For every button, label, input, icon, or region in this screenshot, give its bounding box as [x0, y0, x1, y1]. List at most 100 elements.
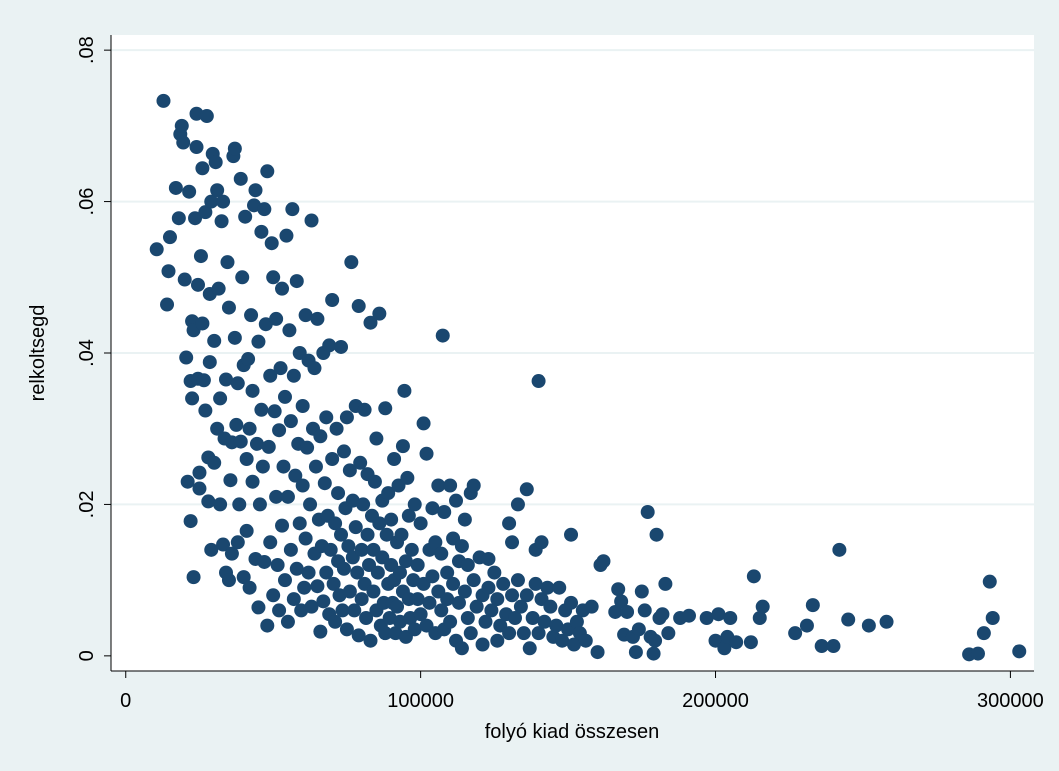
data-point	[339, 622, 354, 637]
data-point	[220, 255, 235, 270]
data-point	[510, 573, 525, 588]
data-point	[357, 402, 372, 417]
data-point	[295, 478, 310, 493]
data-point	[245, 474, 260, 489]
data-point	[484, 603, 499, 618]
data-point	[298, 531, 313, 546]
data-point	[490, 592, 505, 607]
data-point	[300, 440, 315, 455]
data-point	[297, 580, 312, 595]
data-point	[466, 573, 481, 588]
data-point	[275, 281, 290, 296]
data-point	[310, 579, 325, 594]
data-point	[316, 594, 331, 609]
data-point	[463, 626, 478, 641]
data-points	[149, 93, 1027, 662]
data-point	[334, 527, 349, 542]
data-point	[310, 311, 325, 326]
data-point	[308, 459, 323, 474]
data-point	[334, 339, 349, 354]
data-point	[354, 542, 369, 557]
data-point	[360, 527, 375, 542]
data-point	[723, 611, 738, 625]
data-point	[227, 330, 242, 345]
x-axis-ticks: 0 100000 200000 300000	[120, 671, 1044, 712]
data-point	[298, 308, 313, 323]
data-point	[255, 459, 270, 474]
data-point	[230, 376, 245, 391]
data-point	[661, 626, 676, 641]
data-point	[566, 637, 581, 652]
data-point	[264, 236, 279, 251]
data-point	[229, 417, 244, 432]
data-point	[233, 171, 248, 186]
data-point	[552, 580, 567, 595]
data-point	[254, 224, 269, 239]
x-tick-label: 0	[120, 690, 131, 712]
data-point	[841, 612, 856, 627]
data-point	[216, 537, 231, 552]
data-point	[236, 570, 251, 585]
x-tick-label: 200000	[682, 690, 749, 712]
data-point	[413, 516, 428, 531]
data-point	[252, 497, 267, 512]
data-point	[658, 576, 673, 591]
data-point	[161, 264, 176, 279]
data-point	[985, 611, 1000, 625]
data-point	[292, 516, 307, 531]
data-point	[788, 626, 803, 641]
data-point	[832, 542, 847, 557]
data-point	[428, 535, 443, 550]
data-point	[982, 574, 997, 589]
data-point	[223, 473, 238, 488]
data-point	[339, 410, 354, 425]
data-point	[190, 277, 205, 292]
data-point	[397, 383, 412, 398]
data-point	[270, 558, 285, 572]
data-point	[549, 618, 564, 633]
data-point	[440, 592, 455, 607]
data-point	[378, 401, 393, 416]
data-point	[507, 611, 522, 625]
data-point	[317, 476, 332, 491]
data-point	[390, 599, 405, 614]
data-point	[363, 315, 378, 330]
data-point	[648, 633, 663, 648]
data-point	[207, 333, 222, 348]
data-point	[168, 180, 183, 195]
data-point	[416, 416, 431, 431]
data-point	[280, 614, 295, 629]
data-point	[185, 391, 200, 406]
data-point	[276, 459, 291, 474]
data-point	[288, 468, 303, 483]
data-point	[216, 194, 231, 209]
data-point	[481, 551, 496, 566]
data-point	[210, 183, 225, 198]
data-point	[219, 372, 234, 387]
data-point	[289, 561, 304, 576]
data-point	[272, 423, 287, 438]
data-point	[356, 497, 371, 512]
data-point	[192, 481, 207, 496]
data-point	[285, 202, 300, 217]
data-point	[370, 565, 385, 580]
data-point	[295, 399, 310, 413]
data-point	[805, 598, 820, 613]
data-point	[263, 535, 278, 550]
data-point	[634, 584, 649, 599]
data-point	[313, 624, 328, 639]
data-point	[351, 628, 366, 643]
data-point	[210, 421, 225, 436]
data-point	[257, 554, 272, 569]
data-point	[224, 546, 239, 561]
data-point	[241, 352, 256, 367]
data-point	[434, 603, 449, 618]
y-tick-label: 0	[76, 650, 98, 661]
data-point	[335, 603, 350, 618]
data-point	[478, 614, 493, 629]
data-point	[329, 421, 344, 436]
data-point	[404, 542, 419, 557]
y-tick-label: .06	[76, 188, 98, 216]
data-point	[328, 614, 343, 629]
data-point	[359, 611, 374, 625]
